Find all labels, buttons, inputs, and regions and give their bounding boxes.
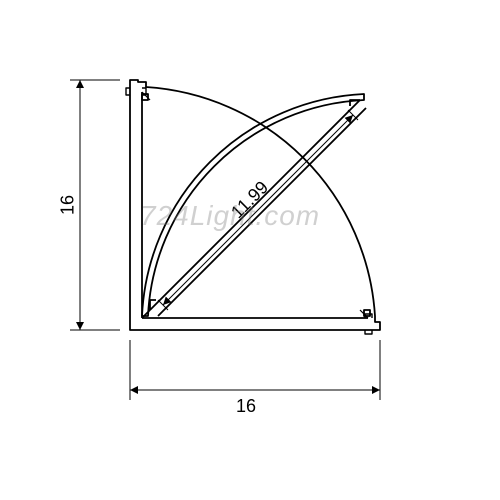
dim-height-label: 16 — [58, 195, 79, 215]
profile-svg — [0, 0, 500, 500]
dim-width — [130, 340, 380, 400]
dim-width-label: 16 — [236, 396, 256, 417]
drawing-canvas: 16 16 11.99 724Light.com — [0, 0, 500, 500]
dim-internal — [158, 110, 358, 310]
